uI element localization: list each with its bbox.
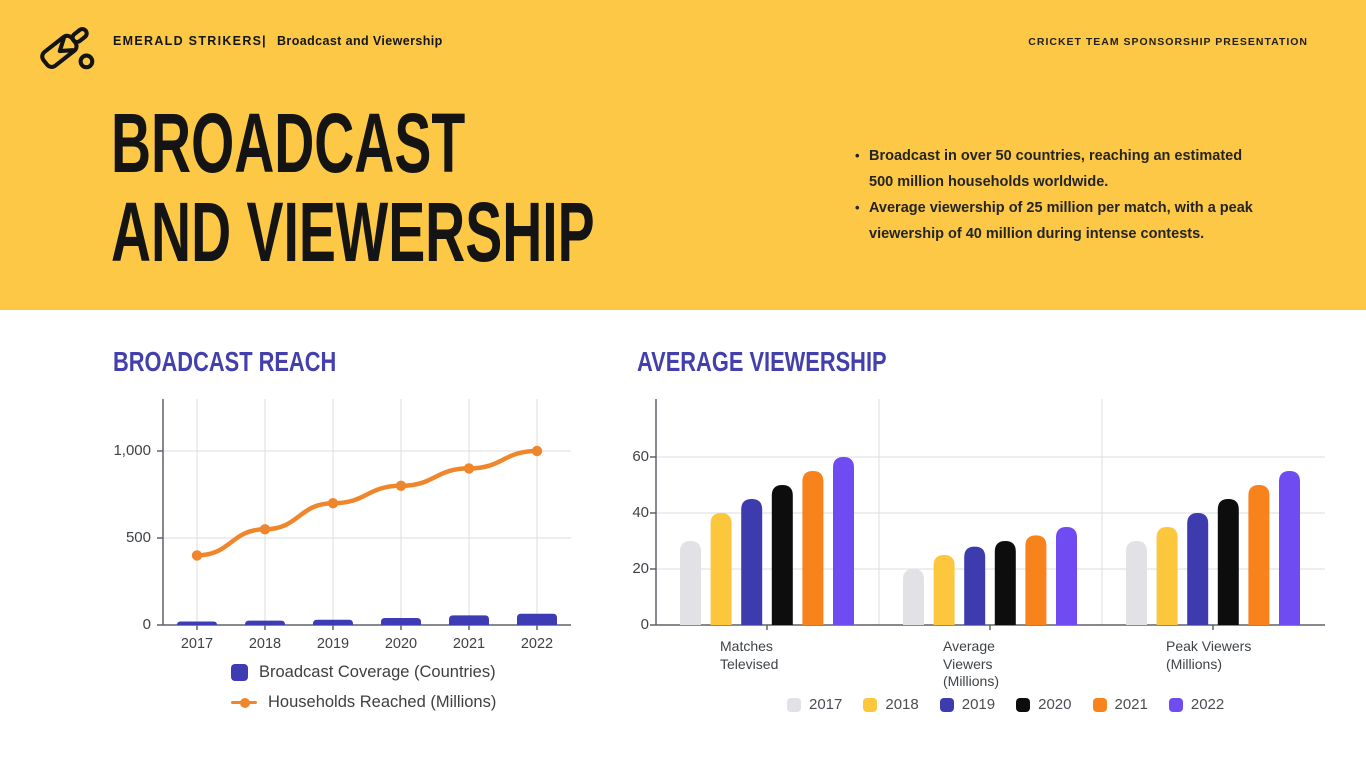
y-axis-tick: 0 xyxy=(142,616,151,633)
presentation-label: CRICKET TEAM SPONSORSHIP PRESENTATION xyxy=(1028,36,1308,48)
coverage-bar xyxy=(517,613,557,625)
legend-item: 2021 xyxy=(1092,696,1148,713)
y-axis-tick: 500 xyxy=(125,529,151,546)
legend-label: 2021 xyxy=(1114,696,1148,713)
x-axis-tick: 2020 xyxy=(384,636,418,652)
viewership-bar xyxy=(1187,513,1209,625)
legend-swatch xyxy=(1092,697,1107,712)
coverage-bar xyxy=(177,621,217,625)
broadcast-reach-chart: 0 500 1,000 2017 2018 2019 2020 2021 2022 Broadca… xyxy=(113,393,593,738)
x-axis-tick: 2017 xyxy=(180,636,214,652)
y-axis-tick: 0 xyxy=(640,616,649,633)
coverage-bar xyxy=(313,619,353,625)
coverage-bar xyxy=(449,615,489,625)
brand-name: EMERALD STRIKERS xyxy=(113,34,263,48)
line-point xyxy=(463,463,475,474)
viewership-bar xyxy=(1279,471,1300,625)
viewership-bar xyxy=(1025,535,1047,625)
viewership-bar xyxy=(1248,485,1270,625)
average-viewership-plot xyxy=(650,399,1325,630)
line-point xyxy=(327,498,339,509)
slide-title-line1: BROADCAST xyxy=(111,96,466,190)
legend-item: Households Reached (Millions) xyxy=(231,693,496,712)
legend-item: 2020 xyxy=(1016,696,1072,713)
legend-item: 2017 xyxy=(787,696,842,713)
viewership-bar xyxy=(1056,527,1077,625)
bullet-item: Average viewership of 25 million per mat… xyxy=(855,195,1267,247)
slide-title-line2: AND VIEWERSHIP xyxy=(111,185,595,279)
viewership-bar xyxy=(833,457,854,625)
y-axis-tick: 20 xyxy=(632,560,649,577)
x-axis-category: Average Viewers (Millions) xyxy=(943,638,999,689)
y-axis-tick: 1,000 xyxy=(113,442,151,459)
legend-label: 2022 xyxy=(1190,696,1225,713)
legend-swatch xyxy=(787,697,801,712)
viewership-bar xyxy=(994,541,1016,625)
broadcast-reach-plot xyxy=(157,399,571,630)
x-axis-category: Matches Televised xyxy=(720,638,779,672)
legend-label: Broadcast Coverage (Countries) xyxy=(259,663,496,681)
viewership-bar xyxy=(741,499,763,625)
legend-swatch xyxy=(939,697,954,712)
legend-label: 2019 xyxy=(961,696,996,713)
bullet-item: Broadcast in over 50 countries, reaching… xyxy=(855,143,1267,195)
viewership-bar xyxy=(964,546,986,625)
legend-swatch xyxy=(863,697,878,712)
x-axis-tick: 2021 xyxy=(452,636,486,652)
legend-swatch xyxy=(1168,697,1183,712)
line-point xyxy=(259,524,271,535)
legend-item: Broadcast Coverage (Countries) xyxy=(231,663,496,682)
average-viewership-chart: 0 20 40 60 Matches Televised Average Viewers … xyxy=(607,393,1352,738)
viewership-bar xyxy=(710,513,732,625)
x-axis-tick: 2019 xyxy=(316,636,350,652)
legend-line-marker xyxy=(231,697,257,708)
page-breadcrumb: Broadcast and Viewership xyxy=(277,34,443,48)
viewership-bar xyxy=(771,485,793,625)
viewership-bar xyxy=(1217,499,1239,625)
x-axis-tick: 2018 xyxy=(248,636,282,652)
line-point xyxy=(395,480,407,491)
bullet-list: Broadcast in over 50 countries, reaching… xyxy=(855,143,1267,247)
households-line xyxy=(194,448,540,558)
viewership-bar xyxy=(903,569,924,625)
coverage-bar xyxy=(381,618,421,625)
line-point xyxy=(191,550,203,561)
header-separator: | xyxy=(262,33,266,48)
x-axis-tick: 2022 xyxy=(520,636,554,652)
chart-legend: Broadcast Coverage (Countries) Households… xyxy=(231,663,496,712)
x-axis-category: Peak Viewers (Millions) xyxy=(1166,638,1252,672)
legend-bar-swatch xyxy=(231,664,248,681)
y-axis-tick: 60 xyxy=(632,448,649,465)
y-axis-tick: 40 xyxy=(632,504,649,521)
viewership-bar xyxy=(802,471,824,625)
legend-label: Households Reached (Millions) xyxy=(268,693,497,711)
cricket-bat-and-ball-icon xyxy=(38,12,100,79)
legend-item: 2019 xyxy=(939,696,996,713)
chart-legend: 2017 2018 2019 2020 2021 2022 xyxy=(787,696,1224,713)
viewership-bar xyxy=(680,541,701,625)
line-point xyxy=(531,445,543,457)
slide-title: BROADCAST AND VIEWERSHIP xyxy=(111,99,844,277)
legend-item: 2018 xyxy=(863,696,919,713)
viewership-bar xyxy=(1126,541,1147,625)
legend-label: 2020 xyxy=(1038,696,1072,713)
legend-swatch xyxy=(1016,697,1031,712)
legend-item: 2022 xyxy=(1168,696,1225,713)
legend-label: 2017 xyxy=(809,696,843,713)
coverage-bar xyxy=(245,620,285,625)
section-title-average-viewership: AVERAGE VIEWERSHIP xyxy=(637,346,887,377)
viewership-bar xyxy=(1156,527,1178,625)
viewership-bar xyxy=(933,555,955,625)
section-title-broadcast-reach: BROADCAST REACH xyxy=(113,346,337,377)
legend-label: 2018 xyxy=(885,696,919,713)
